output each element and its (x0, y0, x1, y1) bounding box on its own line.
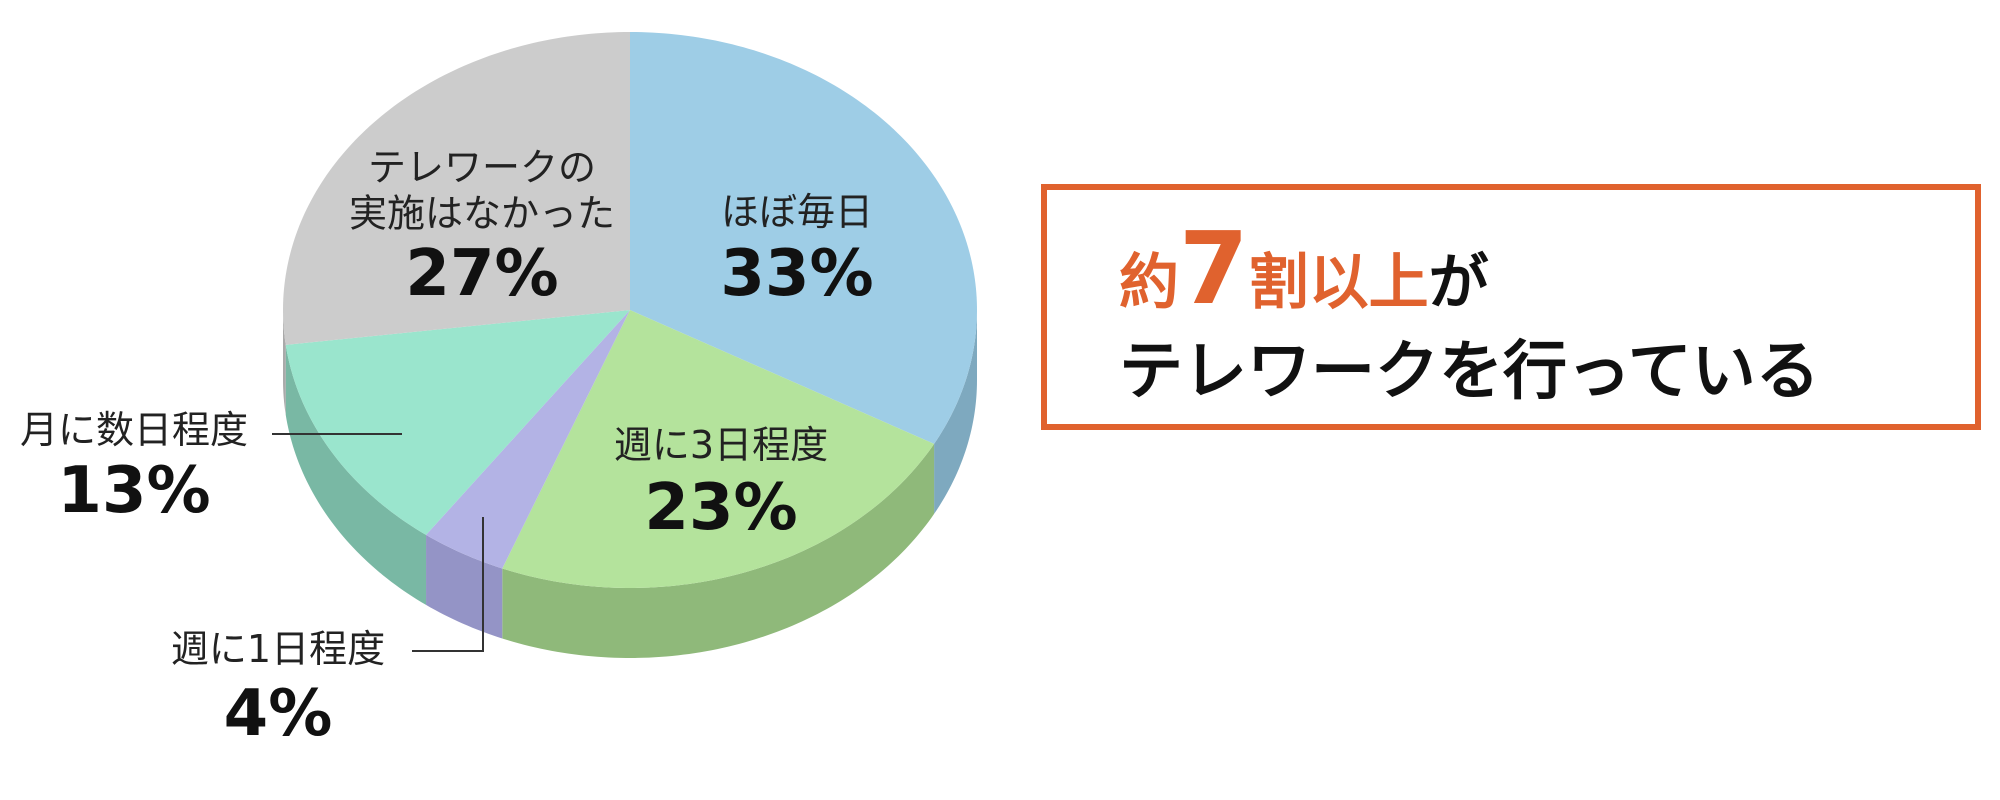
slice (285, 310, 630, 535)
slice-side (934, 310, 977, 514)
value-label: 23% (644, 471, 798, 545)
category-label: 月に数日程度 (19, 408, 249, 453)
slice-side (502, 443, 935, 658)
category-label: ほぼ毎日 (720, 190, 874, 235)
category-label: テレワークの 実施はなかった (348, 145, 616, 235)
callout-line: 約7割以上が (1119, 210, 1489, 327)
slice (426, 310, 630, 569)
slice (502, 310, 935, 588)
leader-line (412, 517, 484, 652)
category-label: 週に3日程度 (613, 423, 829, 468)
slice-side (285, 344, 427, 605)
callout-text: 割以上 (1248, 248, 1429, 318)
callout-box: 約7割以上が テレワークを行っている (1041, 184, 1981, 430)
value-label: 27% (405, 237, 559, 311)
slice (630, 32, 977, 444)
callout-text: が (1428, 248, 1489, 318)
slice (283, 32, 630, 345)
value-label: 13% (57, 454, 211, 528)
value-label: 4% (223, 677, 333, 751)
value-label: 33% (720, 237, 874, 311)
callout-text: 約 (1119, 248, 1179, 318)
callout-text: 7 (1179, 210, 1249, 327)
slice-side (283, 310, 286, 415)
callout-text: テレワークを行っている (1119, 335, 1820, 409)
category-label: 週に1日程度 (170, 627, 386, 672)
